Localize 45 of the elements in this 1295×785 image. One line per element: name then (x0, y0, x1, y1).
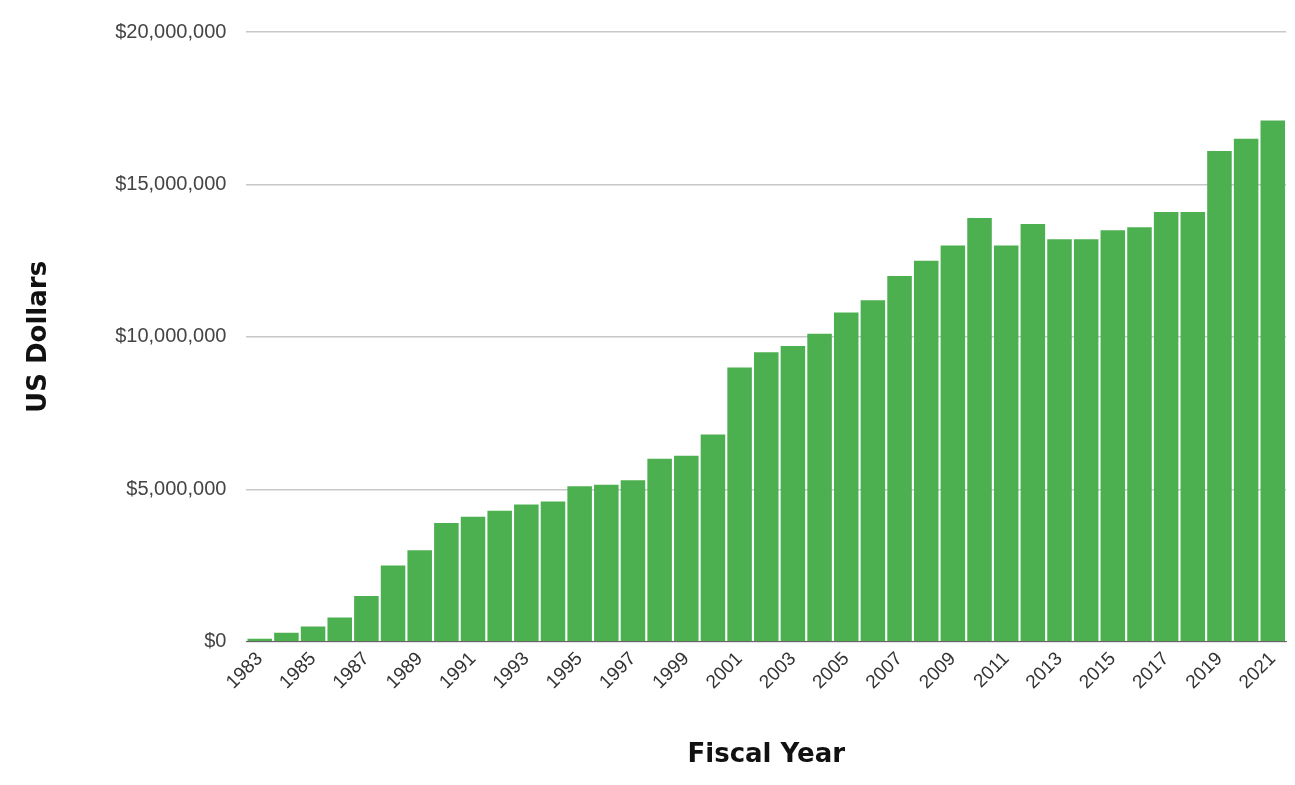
x-axis-title: Fiscal Year (687, 738, 846, 769)
bar (1260, 120, 1286, 642)
bar (1127, 227, 1152, 642)
bar (860, 300, 886, 642)
bar (567, 486, 592, 642)
bar (940, 245, 966, 642)
bar (1100, 230, 1126, 642)
bar (967, 217, 992, 642)
bar (1233, 138, 1259, 642)
bar (647, 458, 672, 642)
y-tick-label: $5,000,000 (126, 476, 227, 499)
bar (1207, 150, 1232, 642)
y-tick-label: $10,000,000 (115, 324, 227, 347)
bar (327, 617, 352, 642)
bar (594, 484, 619, 642)
bar (1047, 239, 1072, 642)
bar (407, 550, 432, 642)
bar (380, 565, 406, 642)
bar (780, 346, 806, 642)
bar (514, 504, 539, 642)
bar (434, 522, 459, 642)
bar (300, 626, 326, 642)
bar (274, 632, 299, 642)
bar (620, 480, 646, 642)
bar (674, 455, 699, 642)
bar (354, 596, 379, 642)
bar (1153, 211, 1179, 642)
bar (887, 275, 912, 642)
y-tick-label: $0 (204, 629, 227, 652)
bar (460, 516, 486, 642)
bar (1180, 211, 1206, 642)
bar (540, 501, 566, 642)
bar (993, 245, 1019, 642)
bar (754, 352, 779, 642)
y-tick-label: $15,000,000 (115, 171, 227, 194)
y-axis-title: US Dollars (22, 260, 53, 413)
y-tick-label: $20,000,000 (115, 19, 227, 42)
bar (913, 260, 939, 642)
bar (700, 434, 726, 642)
bar (727, 367, 752, 642)
bar (807, 333, 832, 642)
bar (1020, 224, 1046, 642)
bar (487, 510, 512, 642)
bar (833, 312, 859, 642)
bar (1073, 239, 1099, 642)
